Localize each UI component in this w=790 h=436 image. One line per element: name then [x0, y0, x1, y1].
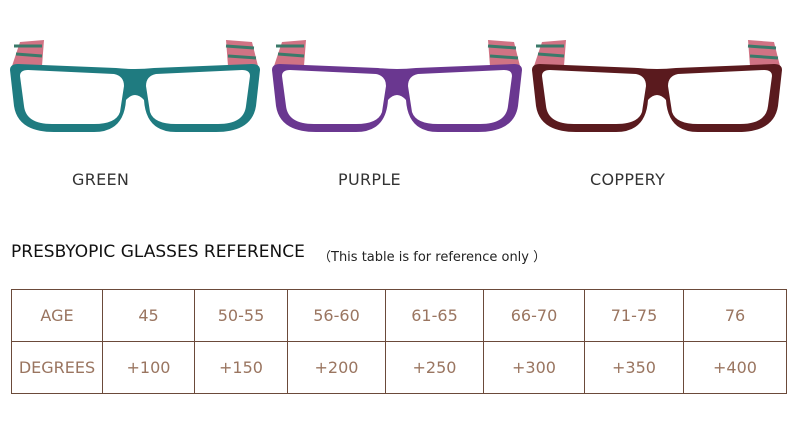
reference-table: AGE 45 50-55 56-60 61-65 66-70 71-75 76 DEGREES… [11, 289, 787, 394]
table-cell: 71-75 [584, 289, 684, 342]
table-cell: 76 [683, 289, 787, 342]
table-cell: +100 [102, 341, 195, 394]
table-cell: DEGREES [11, 341, 103, 394]
table-row-age: AGE 45 50-55 56-60 61-65 66-70 71-75 76 [11, 289, 787, 342]
table-row-degrees: DEGREES +100 +150 +200 +250 +300 +350 +400 [11, 341, 787, 394]
table-cell: +300 [483, 341, 585, 394]
table-cell: +200 [287, 341, 386, 394]
table-cell: 66-70 [483, 289, 585, 342]
glasses-image [10, 40, 260, 132]
table-title: PRESBYOPIC GLASSES REFERENCE [11, 242, 305, 262]
color-label: COPPERY [590, 170, 666, 189]
table-cell: +150 [194, 341, 288, 394]
table-note: （This table is for reference only ） [318, 250, 547, 265]
table-cell: +350 [584, 341, 684, 394]
color-label: PURPLE [338, 170, 401, 189]
table-cell: 45 [102, 289, 195, 342]
table-cell: +400 [683, 341, 787, 394]
table-cell: 50-55 [194, 289, 288, 342]
color-label: GREEN [72, 170, 130, 189]
glasses-image [532, 40, 782, 132]
table-cell: 56-60 [287, 289, 386, 342]
table-cell: AGE [11, 289, 103, 342]
table-cell: 61-65 [385, 289, 484, 342]
glasses-image [272, 40, 522, 132]
table-cell: +250 [385, 341, 484, 394]
